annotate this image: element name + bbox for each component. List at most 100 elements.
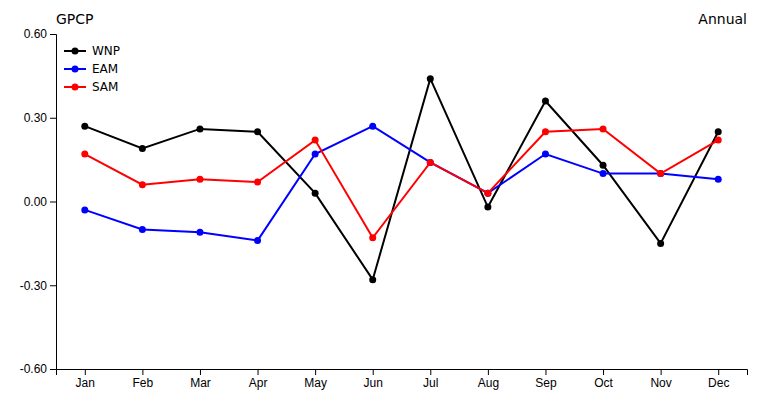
point (312, 151, 319, 158)
tick-mark (373, 369, 374, 375)
tick-label: Jan (76, 376, 95, 390)
point (657, 170, 664, 177)
tick-label: Apr (249, 376, 268, 390)
tick-label: -0.30 (20, 279, 48, 293)
point (484, 190, 491, 197)
tick-mark (50, 369, 56, 370)
point (369, 234, 376, 241)
tick-mark (50, 285, 56, 286)
tick-mark (603, 369, 604, 375)
x-tick: Jul (423, 369, 438, 390)
point (254, 237, 261, 244)
x-tick: Mar (190, 369, 211, 390)
point (427, 159, 434, 166)
point (196, 176, 203, 183)
point (715, 176, 722, 183)
tick-mark (200, 369, 201, 375)
y-tick: 0.60 (24, 27, 56, 41)
series (81, 125, 721, 241)
tick-label: Feb (133, 376, 154, 390)
tick-label: Sep (535, 376, 557, 390)
legend-marker (72, 48, 79, 55)
tick-mark (50, 34, 56, 35)
point (484, 190, 491, 197)
point (196, 229, 203, 236)
x-tick: Feb (133, 369, 154, 390)
axis-domain (57, 370, 748, 376)
x-tick: Sep (535, 369, 557, 390)
point (657, 170, 664, 177)
x-tick: Oct (594, 369, 613, 390)
legend-item: WNP (64, 44, 120, 58)
point (542, 128, 549, 135)
tick-label: Mar (190, 376, 211, 390)
legend-label: WNP (92, 44, 120, 58)
point (312, 190, 319, 197)
tick-label: 0.60 (24, 27, 48, 41)
subtitle: Annual (698, 11, 747, 27)
x-axis: JanFebMarAprMayJunJulAugSepOctNovDec (57, 369, 748, 390)
legend-item: EAM (64, 62, 118, 76)
tick-label: May (304, 376, 327, 390)
point (254, 178, 261, 185)
axis-domain (50, 35, 57, 370)
point (81, 151, 88, 158)
tick-label: 0.00 (24, 195, 48, 209)
y-tick: -0.30 (20, 279, 56, 293)
tick-label: Dec (708, 376, 729, 390)
point (81, 206, 88, 213)
y-tick: -0.60 (20, 362, 56, 376)
point (254, 128, 261, 135)
point (427, 159, 434, 166)
point (484, 204, 491, 211)
point (427, 75, 434, 82)
tick-mark (488, 369, 489, 375)
tick-mark (545, 369, 546, 375)
y-tick: 0.00 (24, 195, 56, 209)
plot: -0.60 -0.30 0.00 0.30 0.60 Jan Feb Mar Apr May Jun… (20, 27, 748, 389)
point (139, 181, 146, 188)
point (542, 151, 549, 158)
series (81, 75, 721, 283)
tick-mark (50, 118, 56, 119)
series-line (85, 126, 718, 240)
point (369, 276, 376, 283)
tick-mark (430, 369, 431, 375)
tick-mark (50, 202, 56, 203)
legend: WNP EAM SAM (64, 44, 120, 94)
point (600, 170, 607, 177)
y-axis: -0.60 -0.30 0.00 0.30 0.60 (20, 27, 57, 376)
legend-marker (72, 84, 79, 91)
tick-label: -0.60 (20, 362, 48, 376)
tick-label: Jul (423, 376, 438, 390)
x-tick: Apr (249, 369, 268, 390)
tick-mark (142, 369, 143, 375)
legend-label: EAM (92, 62, 118, 76)
tick-label: Aug (478, 376, 499, 390)
series-line (85, 129, 718, 238)
point (600, 125, 607, 132)
tick-mark (718, 369, 719, 375)
x-tick: Jun (364, 369, 383, 390)
x-tick: May (304, 369, 327, 390)
point (542, 98, 549, 105)
tick-mark (315, 369, 316, 375)
legend-item: SAM (64, 80, 118, 94)
legend-marker (72, 66, 79, 73)
tick-mark (258, 369, 259, 375)
point (715, 137, 722, 144)
tick-label: Jun (364, 376, 383, 390)
y-tick: 0.30 (24, 111, 56, 125)
x-tick: Aug (478, 369, 499, 390)
point (600, 162, 607, 169)
point (312, 137, 319, 144)
series (81, 123, 721, 244)
point (369, 123, 376, 130)
tick-mark (661, 369, 662, 375)
chart: -0.60 -0.30 0.00 0.30 0.60 Jan Feb Mar Apr May Jun… (0, 0, 769, 403)
x-tick: Dec (708, 369, 729, 390)
tick-label: 0.30 (24, 111, 48, 125)
title: GPCP (56, 11, 94, 27)
point (657, 240, 664, 247)
marks (81, 75, 721, 283)
